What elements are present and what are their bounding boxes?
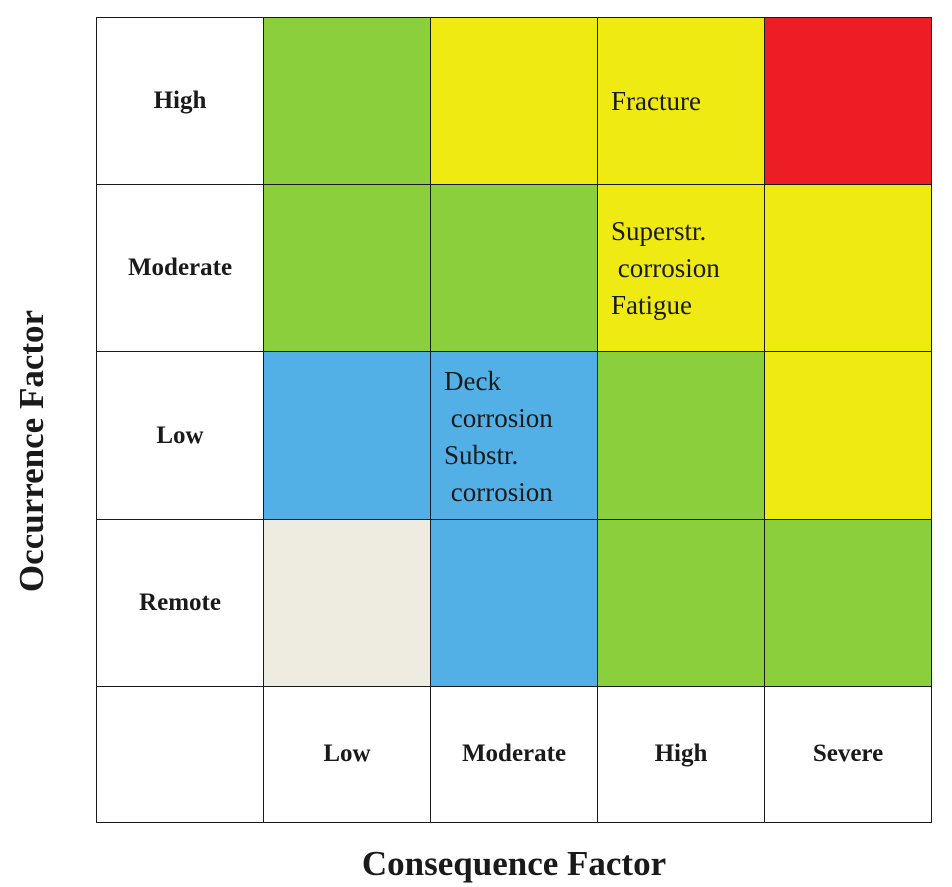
matrix-cell — [263, 16, 431, 186]
cell-note — [611, 352, 760, 518]
matrix-row-moderate: Moderate Superstr. corrosion Fatigue — [96, 184, 932, 353]
matrix-cell — [430, 518, 598, 687]
cell-note — [611, 520, 760, 686]
cell-note — [444, 18, 593, 184]
cell-note-deck-substructure: Deck corrosion Substr. corrosion — [444, 366, 553, 508]
row-label-high: High — [96, 16, 264, 186]
cell-note-superstructure: Superstr. corrosion Fatigue — [611, 216, 720, 321]
matrix-row-remote: Remote — [96, 518, 932, 687]
cell-note — [277, 520, 426, 686]
matrix-cell — [430, 16, 598, 186]
matrix-cell — [764, 518, 932, 687]
cell-note — [778, 520, 927, 686]
matrix-cell: Deck corrosion Substr. corrosion — [430, 351, 598, 520]
row-label-remote: Remote — [96, 518, 264, 687]
column-label-high: High — [597, 685, 765, 824]
column-label-row: Low Moderate High Severe — [96, 685, 932, 824]
cell-note-fracture: Fracture — [611, 85, 701, 116]
matrix-cell — [764, 184, 932, 353]
cell-note — [277, 185, 426, 351]
cell-note — [444, 520, 593, 686]
cell-note — [277, 352, 426, 518]
matrix-cell — [263, 351, 431, 520]
matrix-cell: Fracture — [597, 16, 765, 186]
matrix-cell — [263, 518, 431, 687]
y-axis-title: Occurrence Factor — [12, 309, 51, 593]
matrix-cell — [764, 16, 932, 186]
x-axis-title: Consequence Factor — [361, 844, 667, 883]
row-label-low: Low — [96, 351, 264, 520]
matrix-cell — [430, 184, 598, 353]
matrix-cell — [263, 184, 431, 353]
matrix-cell — [597, 518, 765, 687]
matrix-cell — [597, 351, 765, 520]
cell-note — [778, 18, 927, 184]
column-label-severe: Severe — [764, 685, 932, 824]
matrix-row-low: Low Deck corrosion Substr. corrosion — [96, 351, 932, 520]
matrix-row-high: High Fracture — [96, 16, 932, 186]
risk-matrix: High Fracture Moderate Superstr. corrosi… — [96, 16, 932, 824]
cell-note — [778, 185, 927, 351]
matrix-cell — [764, 351, 932, 520]
column-label-moderate: Moderate — [430, 685, 598, 824]
cell-note — [277, 18, 426, 184]
corner-cell — [96, 685, 264, 824]
cell-note — [778, 352, 927, 518]
row-label-moderate: Moderate — [96, 184, 264, 353]
cell-note — [444, 185, 593, 351]
matrix-cell: Superstr. corrosion Fatigue — [597, 184, 765, 353]
column-label-low: Low — [263, 685, 431, 824]
